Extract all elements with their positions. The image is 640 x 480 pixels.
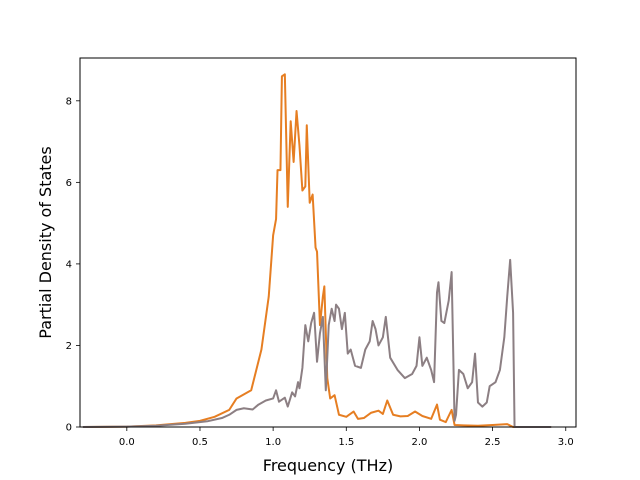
x-axis-label: Frequency (THz) xyxy=(263,456,393,475)
x-tick-label: 0.0 xyxy=(119,437,135,448)
series-layer xyxy=(82,73,552,428)
y-tick-label: 4 xyxy=(66,259,72,270)
x-tick-label: 2.5 xyxy=(485,437,501,448)
x-tick-label: 2.0 xyxy=(411,437,427,448)
y-axis-label: Partial Density of States xyxy=(36,146,55,338)
y-tick-label: 6 xyxy=(66,178,72,189)
plot-area-frame xyxy=(79,57,577,428)
y-tick-label: 8 xyxy=(66,96,72,107)
x-tick-label: 1.5 xyxy=(338,437,354,448)
x-tick-label: 0.5 xyxy=(192,437,208,448)
series-line-1 xyxy=(82,73,552,428)
x-tick-label: 1.0 xyxy=(265,437,281,448)
y-tick-label: 2 xyxy=(66,341,72,352)
series-line-2 xyxy=(82,258,552,428)
tick-layer: 0.0 0.5 1.0 1.5 2.0 2.5 3.0 0 2 4 6 8 xyxy=(66,96,574,448)
x-tick-label: 3.0 xyxy=(558,437,574,448)
y-tick-label: 0 xyxy=(66,423,72,434)
